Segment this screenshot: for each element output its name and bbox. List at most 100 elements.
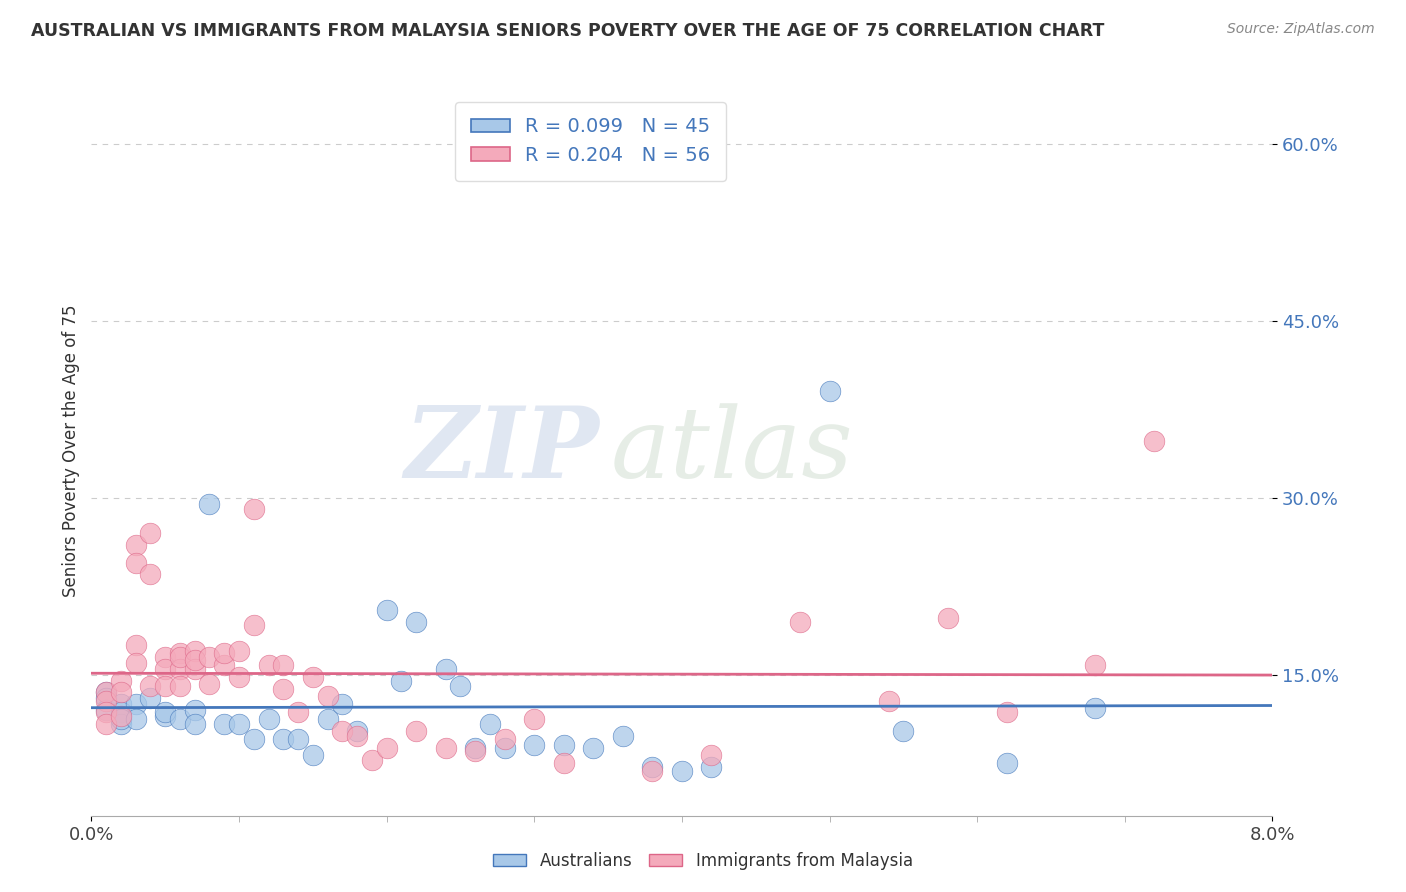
Point — [169, 713, 191, 727]
Point — [995, 756, 1018, 770]
Point — [818, 384, 841, 399]
Point — [124, 697, 148, 711]
Point — [183, 653, 207, 667]
Text: AUSTRALIAN VS IMMIGRANTS FROM MALAYSIA SENIORS POVERTY OVER THE AGE OF 75 CORREL: AUSTRALIAN VS IMMIGRANTS FROM MALAYSIA S… — [31, 22, 1104, 40]
Point — [346, 729, 368, 743]
Point — [243, 618, 266, 632]
Point — [124, 538, 148, 552]
Point — [96, 693, 118, 707]
Y-axis label: Seniors Poverty Over the Age of 75: Seniors Poverty Over the Age of 75 — [62, 304, 80, 597]
Legend: Australians, Immigrants from Malaysia: Australians, Immigrants from Malaysia — [486, 846, 920, 877]
Point — [198, 497, 221, 511]
Point — [375, 603, 398, 617]
Point — [332, 724, 354, 739]
Point — [450, 680, 472, 694]
Point — [96, 691, 118, 706]
Point — [523, 739, 546, 753]
Point — [214, 658, 236, 673]
Point — [257, 658, 280, 673]
Point — [243, 732, 266, 747]
Point — [169, 662, 191, 676]
Point — [96, 717, 118, 731]
Point — [110, 713, 132, 727]
Point — [877, 693, 900, 707]
Point — [198, 649, 221, 664]
Point — [391, 673, 413, 688]
Point — [96, 706, 118, 720]
Point — [96, 703, 118, 717]
Point — [893, 724, 915, 739]
Point — [478, 717, 502, 731]
Point — [434, 740, 457, 755]
Text: atlas: atlas — [612, 403, 853, 498]
Point — [228, 670, 250, 684]
Point — [464, 740, 486, 755]
Point — [257, 713, 280, 727]
Point — [96, 685, 118, 699]
Point — [110, 697, 132, 711]
Point — [316, 713, 339, 727]
Point — [582, 740, 605, 755]
Point — [96, 685, 118, 699]
Point — [198, 677, 221, 691]
Point — [301, 670, 323, 684]
Point — [332, 697, 354, 711]
Point — [553, 739, 575, 753]
Point — [228, 644, 250, 658]
Point — [271, 681, 295, 696]
Point — [183, 717, 207, 731]
Point — [346, 724, 368, 739]
Point — [124, 656, 148, 670]
Point — [124, 638, 148, 652]
Point — [494, 740, 516, 755]
Point — [700, 759, 723, 773]
Point — [243, 502, 266, 516]
Point — [612, 729, 634, 743]
Point — [1143, 434, 1166, 448]
Point — [110, 717, 132, 731]
Point — [523, 713, 546, 727]
Point — [153, 706, 177, 720]
Point — [228, 717, 250, 731]
Point — [153, 680, 177, 694]
Text: ZIP: ZIP — [405, 402, 599, 499]
Point — [1084, 700, 1107, 714]
Point — [405, 615, 427, 629]
Point — [183, 662, 207, 676]
Point — [169, 649, 191, 664]
Point — [464, 744, 486, 758]
Point — [271, 732, 295, 747]
Point — [375, 740, 398, 755]
Point — [700, 747, 723, 762]
Point — [301, 747, 323, 762]
Point — [360, 753, 382, 767]
Point — [153, 649, 177, 664]
Point — [494, 732, 516, 747]
Point — [124, 713, 148, 727]
Point — [110, 673, 132, 688]
Point — [183, 644, 207, 658]
Point — [553, 756, 575, 770]
Point — [641, 764, 664, 779]
Point — [671, 764, 693, 779]
Point — [287, 732, 309, 747]
Point — [1084, 658, 1107, 673]
Point — [287, 706, 309, 720]
Point — [110, 709, 132, 723]
Point — [214, 717, 236, 731]
Legend: R = 0.099   N = 45, R = 0.204   N = 56: R = 0.099 N = 45, R = 0.204 N = 56 — [456, 102, 725, 180]
Point — [169, 680, 191, 694]
Text: Source: ZipAtlas.com: Source: ZipAtlas.com — [1227, 22, 1375, 37]
Point — [124, 556, 148, 570]
Point — [139, 567, 162, 582]
Point — [214, 646, 236, 660]
Point — [139, 526, 162, 541]
Point — [139, 691, 162, 706]
Point — [110, 685, 132, 699]
Point — [183, 703, 207, 717]
Point — [995, 706, 1018, 720]
Point — [153, 662, 177, 676]
Point — [110, 706, 132, 720]
Point — [789, 615, 811, 629]
Point — [139, 680, 162, 694]
